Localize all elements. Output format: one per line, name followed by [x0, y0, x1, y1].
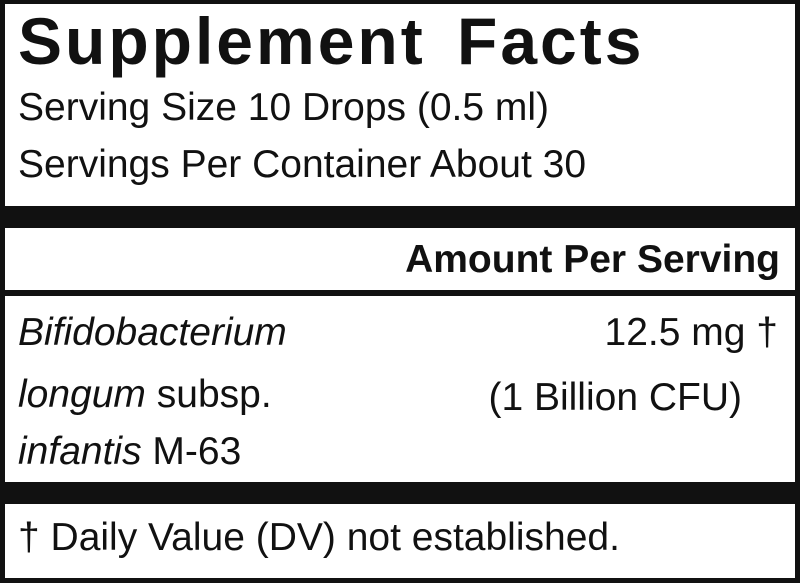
subsp-text: subsp.: [145, 373, 272, 416]
servings-per-container: Servings Per Container About 30: [18, 143, 587, 186]
thick-divider: [5, 206, 795, 228]
ingredient-cfu: (1 Billion CFU): [488, 376, 742, 419]
amount-per-serving-header: Amount Per Serving: [405, 238, 780, 281]
strain: M-63: [141, 430, 242, 473]
ingredient-name-line1: Bifidobacterium: [18, 313, 287, 352]
ingredient-amount: 12.5 mg †: [604, 311, 778, 354]
ingredient-name-line2: longum subsp.: [18, 375, 272, 414]
thick-divider-bottom: [5, 482, 795, 504]
genus: Bifidobacterium: [18, 311, 287, 354]
subspecies: infantis: [18, 430, 142, 473]
thin-divider: [5, 290, 795, 296]
footnote: † Daily Value (DV) not established.: [18, 516, 620, 559]
label-title: Supplement Facts: [18, 4, 645, 78]
ingredient-name-line3: infantis M-63: [18, 432, 241, 471]
species: longum: [18, 373, 146, 416]
serving-size: Serving Size 10 Drops (0.5 ml): [18, 86, 550, 129]
